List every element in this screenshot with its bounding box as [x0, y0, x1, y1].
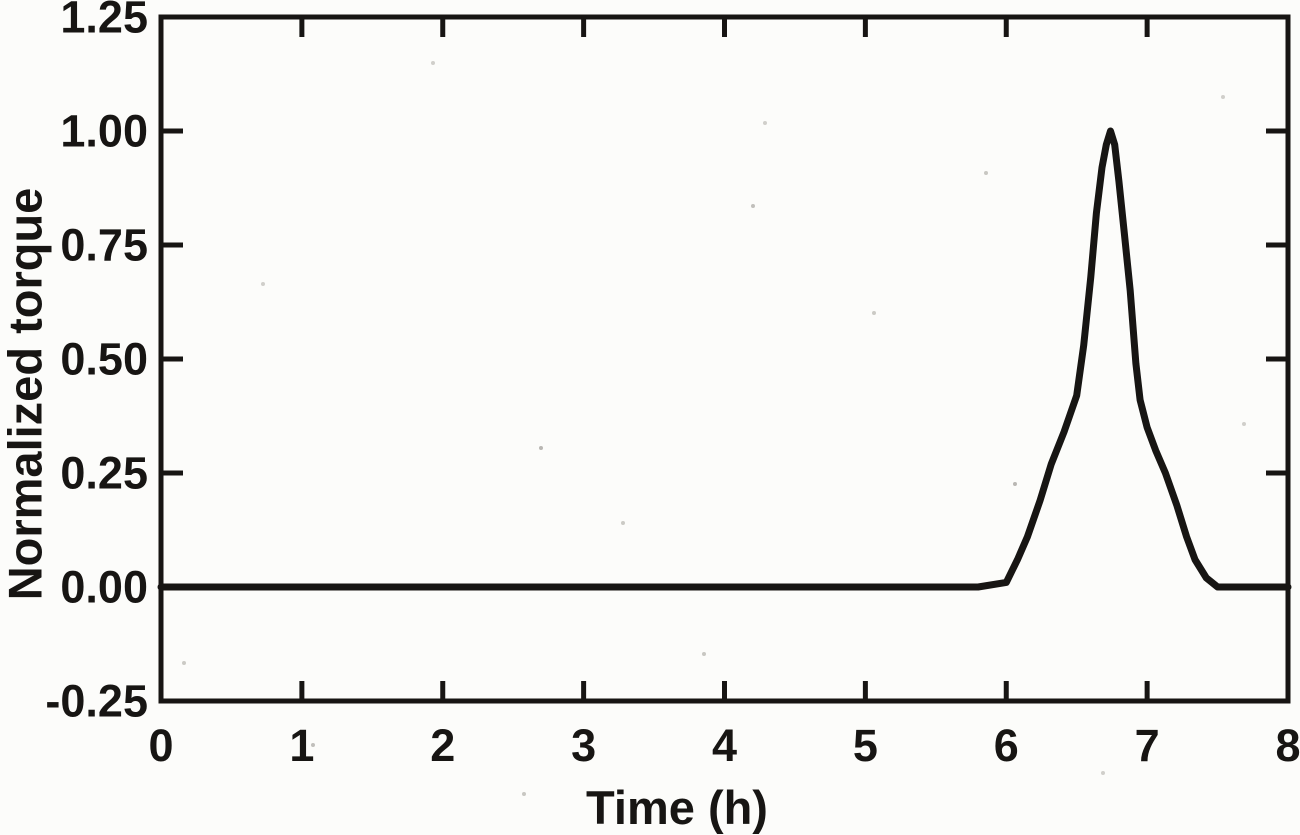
y-axis-title: Normalized torque — [0, 187, 52, 601]
series-normalized-torque — [157, 127, 1292, 591]
x-tick-label: 6 — [993, 720, 1019, 771]
x-tick-label: 2 — [430, 720, 456, 771]
x-tick-label: 4 — [711, 720, 738, 771]
y-tick-label: 0.00 — [60, 561, 148, 613]
x-tick-label: 8 — [1275, 720, 1300, 771]
y-tick-label: -0.25 — [45, 675, 148, 727]
y-tick-label: 0.50 — [60, 333, 148, 385]
x-tick-label: 1 — [289, 720, 315, 771]
x-tick-label: 5 — [852, 720, 878, 771]
x-tick-label: 0 — [148, 720, 174, 771]
x-axis-title: Time (h) — [586, 781, 768, 834]
y-tick-label: 0.25 — [60, 447, 148, 499]
y-tick-label: 1.00 — [60, 105, 148, 157]
x-tick-label: 7 — [1134, 720, 1160, 771]
y-tick-label: 1.25 — [60, 0, 148, 43]
axes-frame — [158, 14, 1291, 704]
y-tick-label: 0.75 — [60, 219, 148, 271]
x-tick-label: 3 — [571, 720, 597, 771]
